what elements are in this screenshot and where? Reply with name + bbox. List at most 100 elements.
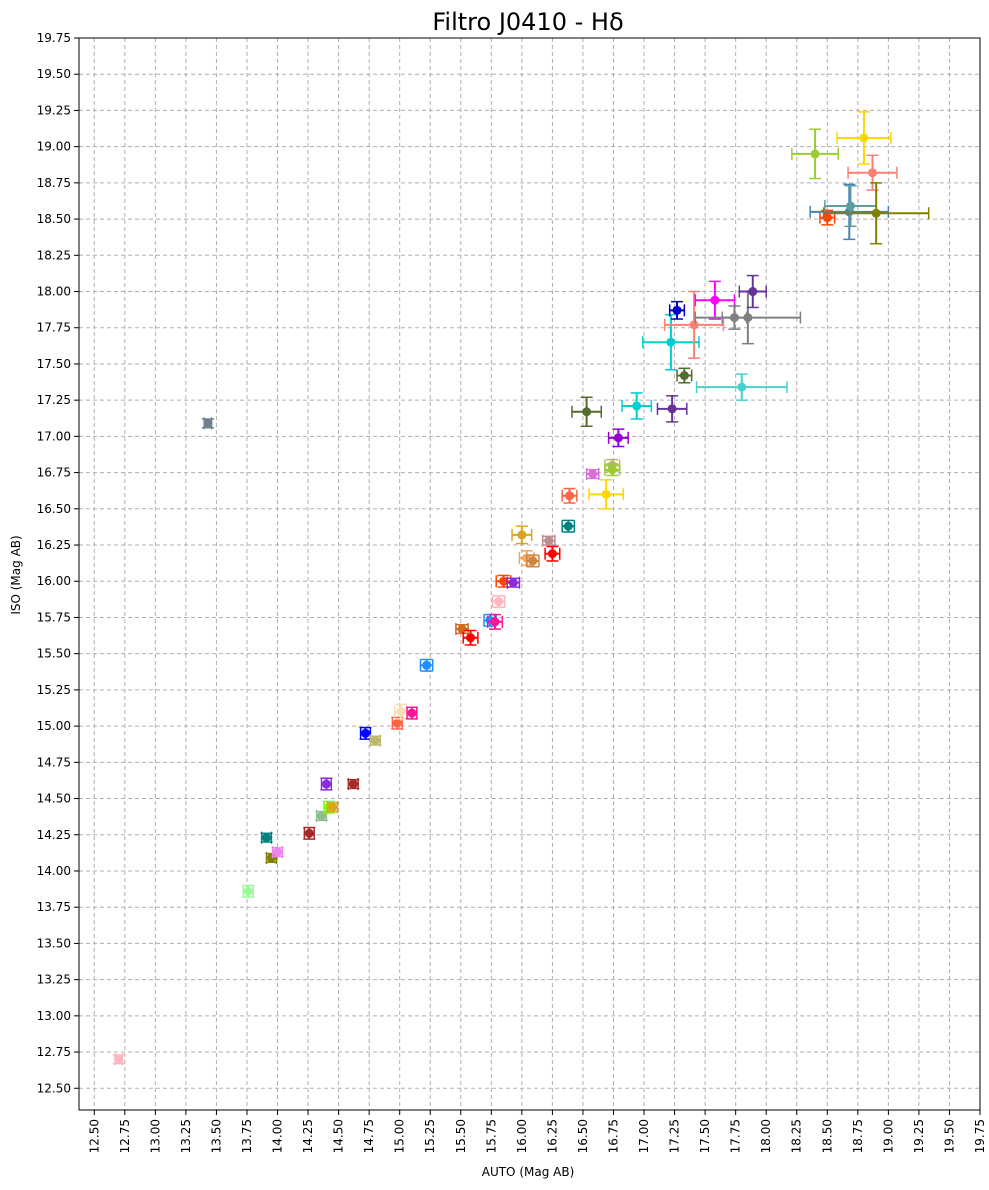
data-point	[836, 111, 892, 165]
point-marker	[457, 624, 467, 634]
point-marker	[689, 320, 699, 330]
point-marker	[466, 633, 476, 643]
point-marker	[679, 371, 689, 381]
y-tick-label: 16.00	[37, 574, 71, 588]
y-tick-label: 18.50	[37, 212, 71, 226]
y-axis-ticks: 12.50 12.75 13.00 13.25 13.50 13.75 14.00 14.25…	[37, 31, 79, 1095]
x-tick-label: 13.75	[240, 1119, 254, 1153]
point-marker	[304, 828, 314, 838]
point-marker	[392, 718, 402, 728]
data-point	[326, 801, 339, 814]
y-axis-label: ISO (Mag AB)	[9, 535, 23, 614]
y-tick-label: 18.25	[37, 248, 71, 262]
data-point	[695, 373, 788, 401]
y-tick-label: 15.00	[37, 719, 71, 733]
point-marker	[672, 305, 682, 315]
point-marker	[565, 491, 575, 501]
data-point	[585, 468, 600, 481]
data-point	[604, 463, 621, 477]
point-marker	[547, 549, 557, 559]
x-tick-label: 18.00	[759, 1119, 773, 1153]
data-point	[315, 809, 328, 822]
x-tick-label: 17.50	[698, 1119, 712, 1153]
x-tick-label: 15.75	[484, 1119, 498, 1153]
x-tick-label: 17.25	[668, 1119, 682, 1153]
x-tick-label: 19.75	[973, 1119, 987, 1153]
point-marker	[613, 433, 623, 443]
point-marker	[114, 1054, 124, 1064]
point-marker	[588, 469, 598, 479]
x-tick-label: 16.75	[606, 1119, 620, 1153]
grid-lines	[79, 37, 981, 1110]
data-point	[621, 392, 653, 420]
x-tick-label: 18.75	[851, 1119, 865, 1153]
data-point	[491, 594, 506, 609]
y-tick-label: 15.25	[37, 683, 71, 697]
x-tick-label: 16.25	[545, 1119, 559, 1153]
point-marker	[273, 847, 283, 857]
data-point	[676, 367, 693, 384]
y-tick-label: 14.25	[37, 828, 71, 842]
y-tick-label: 19.25	[37, 103, 71, 117]
x-tick-label: 17.00	[637, 1119, 651, 1153]
x-tick-label: 15.50	[454, 1119, 468, 1153]
point-marker	[243, 886, 253, 896]
point-marker	[321, 779, 331, 789]
data-point	[320, 777, 333, 791]
point-marker	[667, 404, 677, 414]
data-point	[571, 396, 603, 427]
y-tick-label: 15.50	[37, 647, 71, 661]
point-marker	[846, 201, 856, 211]
data-point	[405, 706, 418, 720]
point-marker	[396, 707, 406, 717]
x-tick-label: 15.25	[423, 1119, 437, 1153]
data-point	[607, 428, 629, 448]
y-tick-label: 18.00	[37, 285, 71, 299]
point-marker	[544, 536, 554, 546]
point-marker	[867, 168, 877, 178]
x-tick-label: 14.00	[271, 1119, 285, 1153]
x-tick-label: 13.50	[209, 1119, 223, 1153]
point-marker	[582, 407, 592, 417]
data-point	[824, 185, 877, 228]
y-tick-label: 12.50	[37, 1081, 71, 1095]
point-marker	[632, 401, 642, 411]
data-point	[486, 613, 504, 630]
y-tick-label: 17.00	[37, 429, 71, 443]
x-tick-label: 19.25	[912, 1119, 926, 1153]
chart-title: Filtro J0410 - Hδ	[432, 8, 623, 36]
x-tick-label: 17.75	[729, 1119, 743, 1153]
data-point	[112, 1053, 125, 1066]
point-marker	[822, 213, 832, 223]
data-point	[561, 519, 576, 533]
point-marker	[348, 779, 358, 789]
x-tick-label: 12.50	[87, 1119, 101, 1153]
data-points	[112, 111, 930, 1066]
y-tick-label: 13.75	[37, 900, 71, 914]
data-point	[668, 300, 686, 320]
point-marker	[328, 802, 338, 812]
data-point	[847, 154, 898, 191]
y-tick-label: 19.00	[37, 140, 71, 154]
point-marker	[422, 660, 432, 670]
point-marker	[710, 295, 720, 305]
y-tick-label: 12.75	[37, 1045, 71, 1059]
data-point	[303, 826, 316, 840]
y-tick-label: 17.50	[37, 357, 71, 371]
plot-frame	[78, 37, 981, 1111]
data-point	[526, 554, 540, 568]
data-point	[347, 778, 360, 791]
data-point	[511, 525, 533, 545]
data-point	[419, 658, 434, 672]
data-point	[791, 128, 840, 180]
point-marker	[810, 149, 820, 159]
data-point	[359, 726, 372, 740]
data-point	[462, 629, 479, 646]
x-tick-label: 18.25	[790, 1119, 804, 1153]
y-tick-label: 14.00	[37, 864, 71, 878]
x-tick-label: 19.50	[942, 1119, 956, 1153]
x-tick-label: 13.25	[179, 1119, 193, 1153]
data-point	[544, 545, 561, 562]
